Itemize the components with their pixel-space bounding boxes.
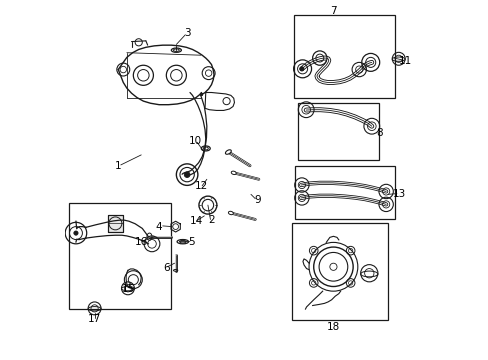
Text: 4: 4 (156, 222, 162, 231)
Text: 8: 8 (375, 128, 382, 138)
Circle shape (299, 67, 304, 71)
Bar (108, 215, 122, 232)
Text: 1: 1 (115, 161, 122, 171)
Ellipse shape (225, 150, 231, 154)
Text: 5: 5 (188, 237, 194, 247)
Bar (69, 203, 171, 309)
Bar (108, 215, 122, 232)
Text: 3: 3 (183, 28, 190, 38)
Text: 13: 13 (392, 189, 405, 199)
Ellipse shape (228, 211, 233, 215)
Text: 14: 14 (189, 216, 203, 226)
Bar (298, 103, 378, 160)
Text: 15: 15 (121, 284, 134, 294)
Circle shape (74, 231, 78, 235)
Text: 2: 2 (208, 215, 214, 225)
Text: 18: 18 (326, 322, 339, 332)
Text: 9: 9 (254, 195, 261, 205)
Text: 11: 11 (398, 56, 412, 66)
Circle shape (184, 172, 190, 177)
Text: 6: 6 (163, 263, 169, 273)
Bar (293, 15, 394, 98)
Text: 7: 7 (329, 6, 336, 17)
Text: 12: 12 (194, 181, 208, 192)
Ellipse shape (171, 48, 181, 52)
Ellipse shape (231, 171, 236, 175)
Text: 10: 10 (188, 136, 201, 146)
Bar (295, 166, 394, 220)
Text: 16: 16 (134, 237, 147, 247)
Text: 17: 17 (88, 314, 101, 324)
Bar (291, 223, 387, 320)
